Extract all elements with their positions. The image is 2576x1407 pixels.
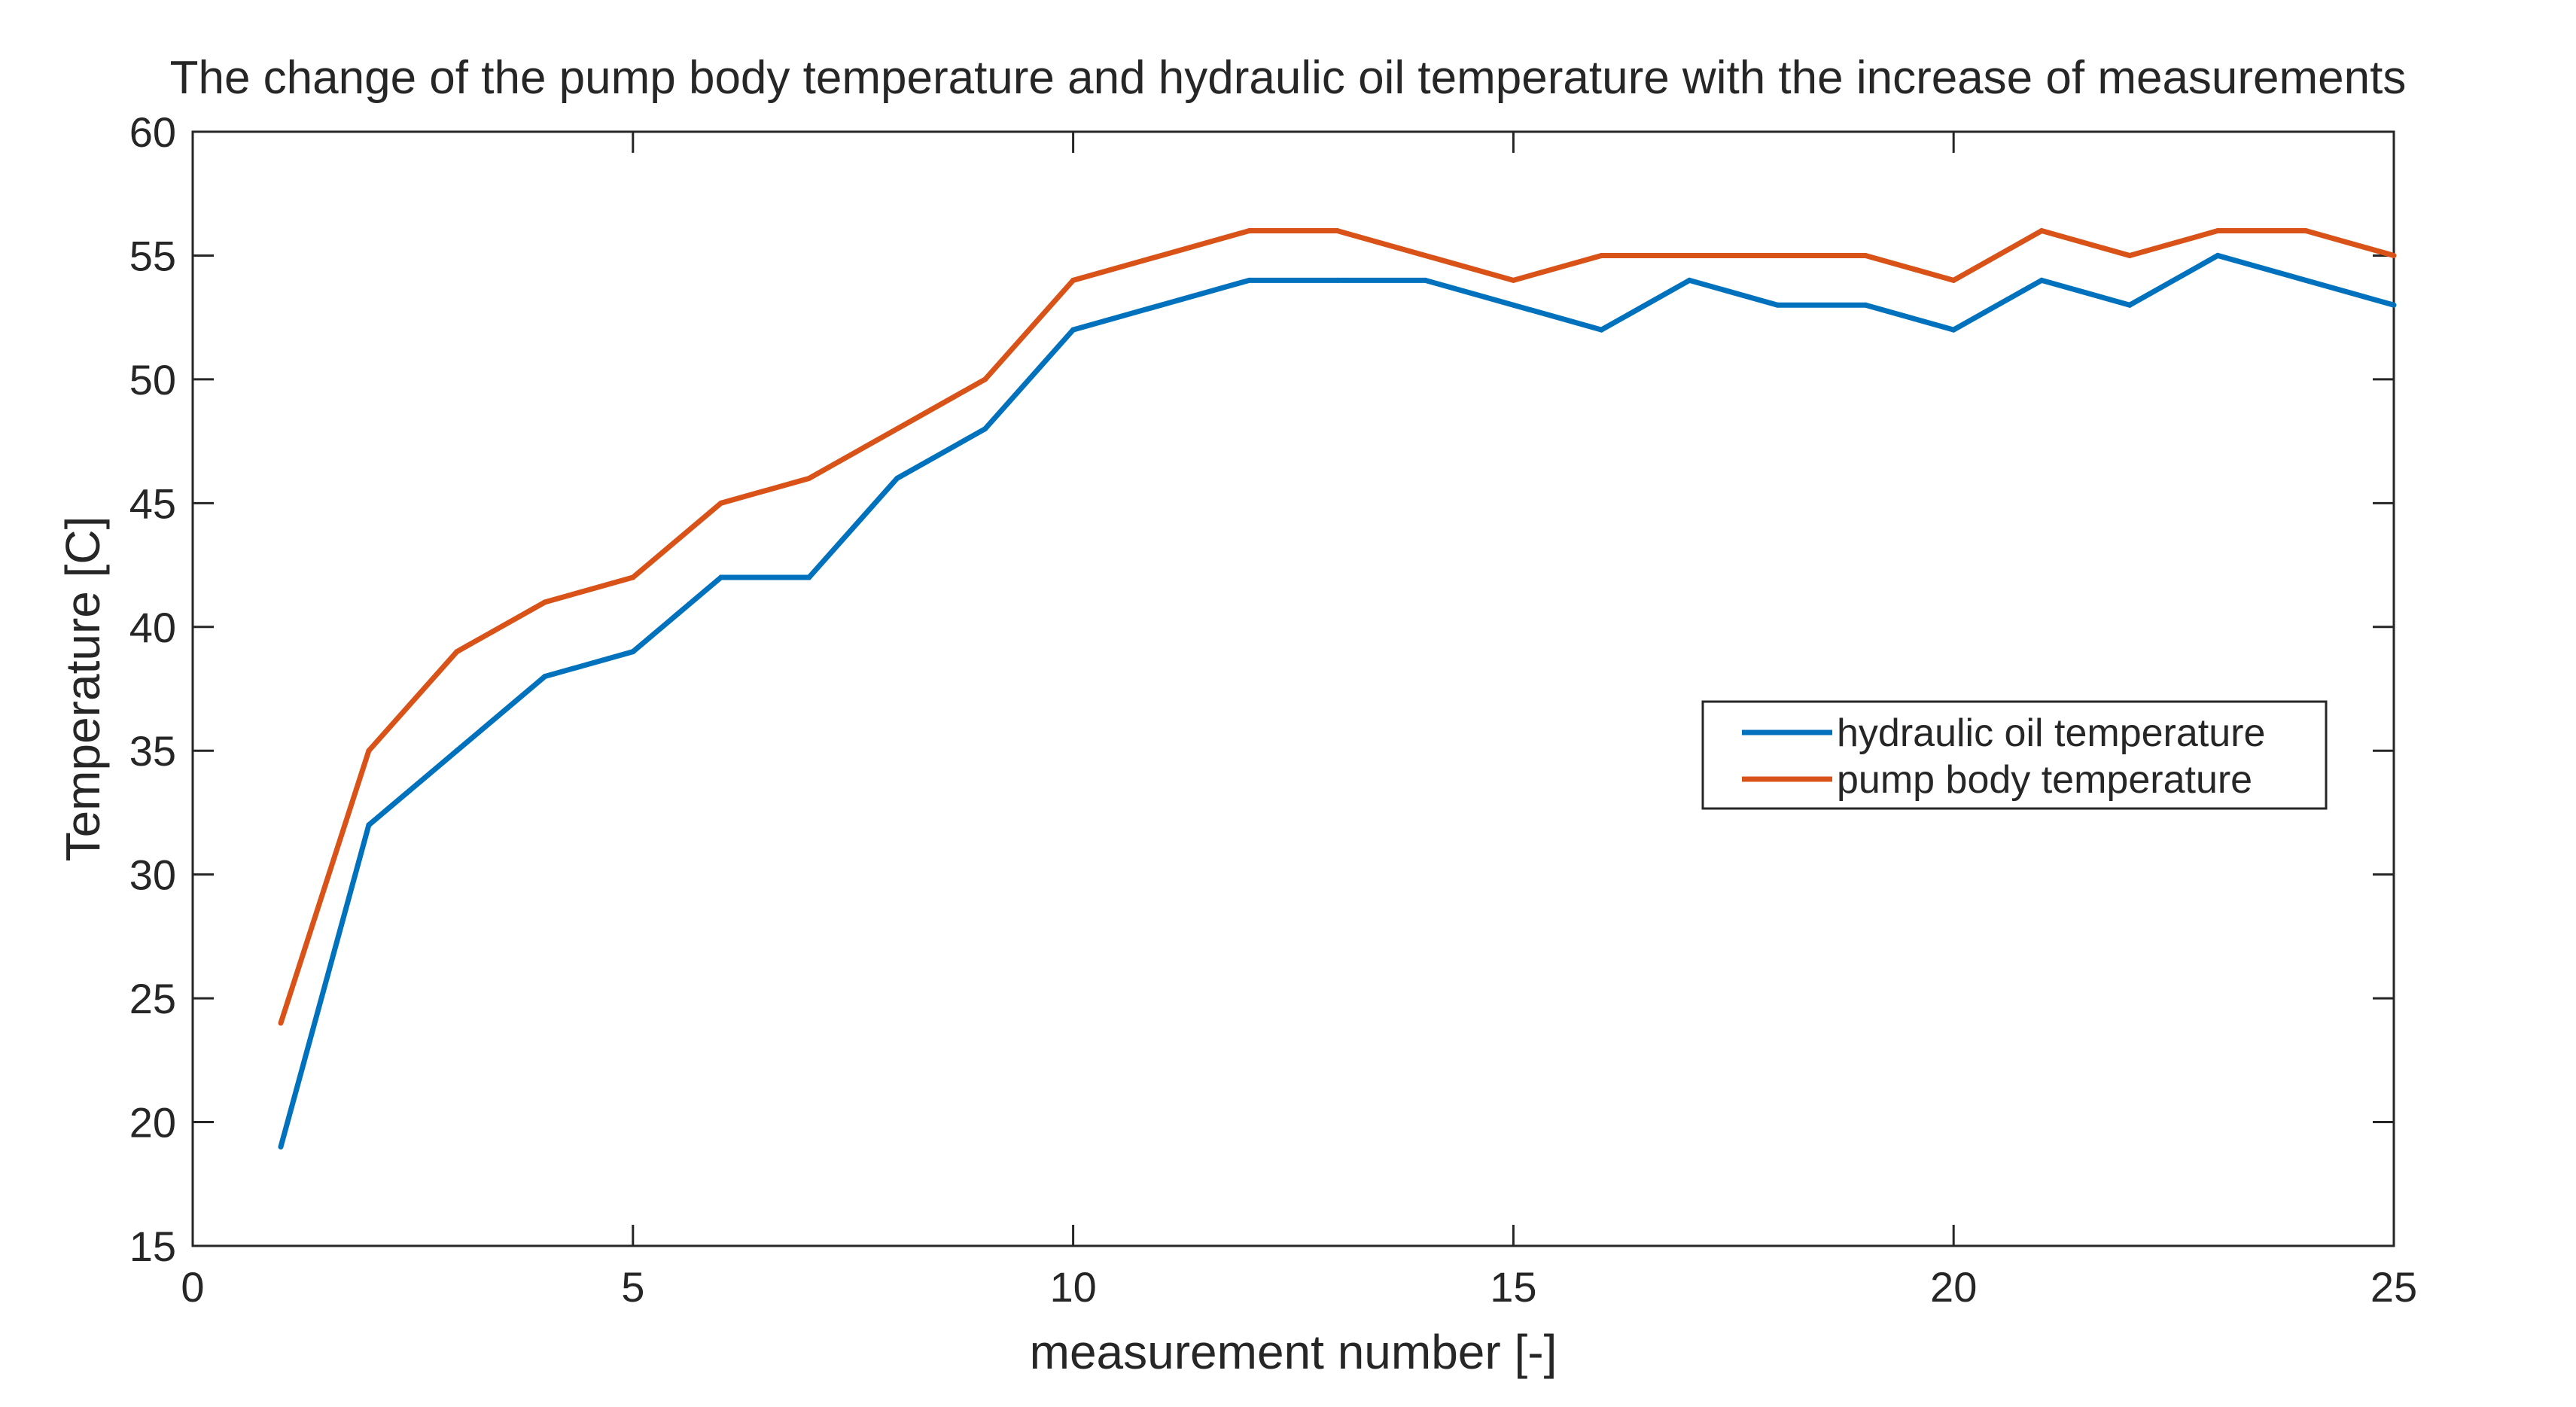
data-point [1598,252,1604,258]
data-point [366,748,372,754]
x-tick-label: 15 [1490,1263,1536,1311]
data-point [1334,277,1340,283]
x-tick-label: 0 [181,1263,204,1311]
data-point [2303,228,2309,234]
series-group [278,227,2397,1150]
data-point [718,500,724,506]
data-point [1686,277,1692,283]
data-point [1774,252,1780,258]
data-point [542,674,548,680]
x-tick-label: 10 [1049,1263,1096,1311]
data-point [1159,252,1165,258]
data-point [1334,228,1340,234]
data-point [1159,302,1165,308]
data-point [1422,252,1428,258]
y-tick-label: 40 [129,604,176,651]
data-point [630,574,636,580]
data-point [278,1020,284,1026]
data-point [894,475,900,481]
series-pump-body [278,227,2397,1026]
x-tick-label: 20 [1930,1263,1977,1311]
y-tick-label: 20 [129,1099,176,1147]
x-tick-label: 5 [621,1263,644,1311]
axes-box [191,130,2395,1247]
y-tick-label: 45 [129,480,176,527]
data-point [1686,252,1692,258]
data-point [630,649,636,655]
y-tick-label: 30 [129,851,176,899]
y-tick-label: 60 [129,108,176,156]
chart-title: The change of the pump body temperature … [170,52,2407,104]
data-point [1774,302,1780,308]
y-axis-label: Temperature [C] [56,516,110,862]
data-point [1862,252,1868,258]
data-point [806,574,812,580]
y-tick-label: 50 [129,356,176,404]
ticks-group: 0 5 10 15 20 25 15 20 25 30 35 40 45 50 55 60 [129,108,2417,1311]
data-point [894,426,900,432]
data-point [1598,327,1604,333]
data-point [1950,327,1956,333]
data-point [2127,302,2133,308]
data-point [2303,277,2309,283]
data-point [1422,277,1428,283]
data-point [2039,277,2045,283]
x-axis-label: measurement number [-] [1030,1325,1557,1379]
x-tick-label: 25 [2370,1263,2417,1311]
data-point [718,574,724,580]
data-point [1070,277,1076,283]
data-point [278,1144,284,1150]
data-point [1070,327,1076,333]
data-point [1247,277,1253,283]
plot-area: 0 5 10 15 20 25 15 20 25 30 35 40 45 50 55 60 [129,108,2417,1311]
data-point [1950,277,1956,283]
y-tick-label: 35 [129,727,176,775]
data-point [454,748,460,754]
legend-label: hydraulic oil temperature [1837,711,2265,755]
data-point [1247,228,1253,234]
data-point [1510,277,1516,283]
y-tick-label: 15 [129,1223,176,1270]
data-point [2215,252,2221,258]
data-point [982,376,988,382]
legend-box [1701,700,2328,810]
data-point [2391,302,2397,308]
data-point [982,426,988,432]
data-point [2391,252,2397,258]
data-point [1510,302,1516,308]
data-point [806,475,812,481]
data-point [454,649,460,655]
data-point [542,599,548,605]
data-point [2215,228,2221,234]
series-hydraulic-oil [278,252,2397,1150]
y-tick-label: 55 [129,232,176,279]
data-point [2127,252,2133,258]
data-point [1862,302,1868,308]
data-point [366,822,372,828]
data-point [2039,228,2045,234]
legend-label: pump body temperature [1837,758,2252,802]
y-tick-label: 25 [129,975,176,1022]
